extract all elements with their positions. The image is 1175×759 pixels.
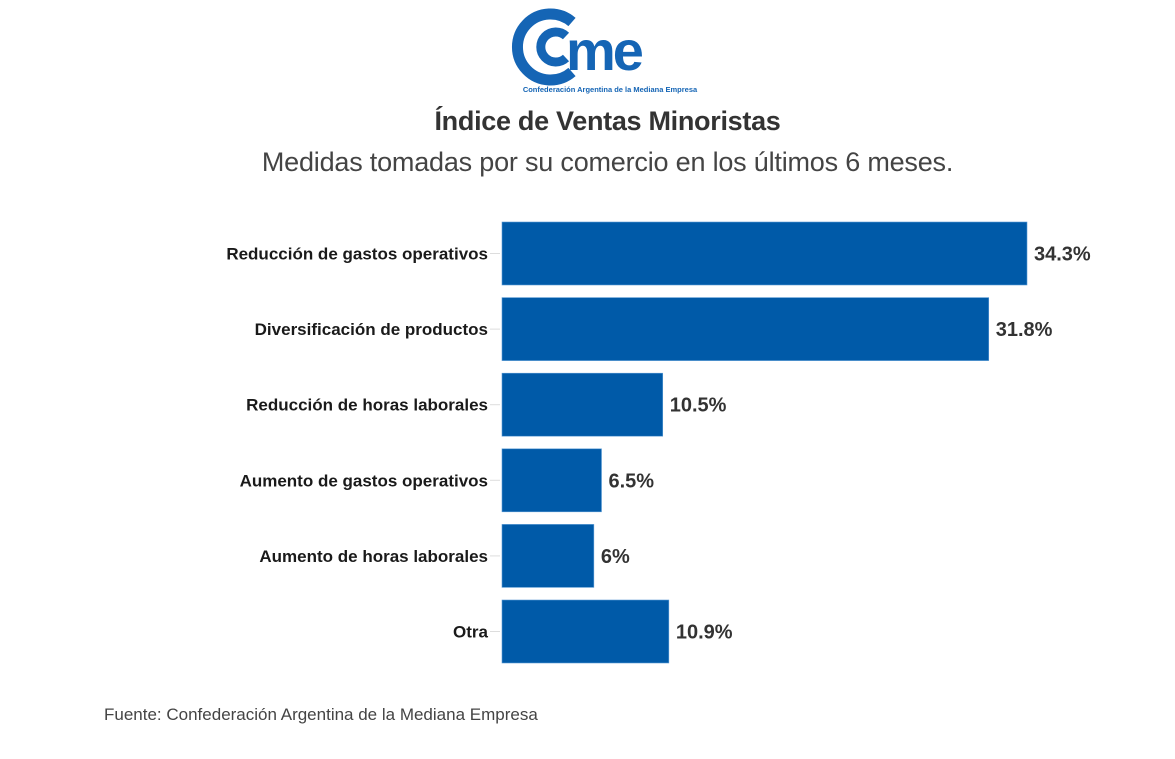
came-logo-mark: me <box>511 8 646 86</box>
logo-subtitle: Confederación Argentina de la Mediana Em… <box>522 85 698 94</box>
category-label: Otra <box>453 623 489 642</box>
bar-chart: Reducción de gastos operativos 34.3% Diver… <box>226 221 1091 664</box>
category-label: Reducción de gastos operativos <box>226 245 488 264</box>
category-label: Aumento de horas laborales <box>259 547 488 566</box>
category-label: Diversificación de productos <box>255 320 488 339</box>
came-logo: me Confederación Argentina de la Mediana… <box>500 8 720 98</box>
data-label: 31.8% <box>996 319 1053 341</box>
data-label: 10.9% <box>676 622 733 644</box>
bar <box>501 599 670 664</box>
bar <box>501 221 1028 286</box>
data-label: 10.5% <box>670 395 727 417</box>
bar <box>501 297 990 361</box>
bar <box>501 448 602 513</box>
chart-title: Índice de Ventas Minoristas <box>434 106 781 136</box>
bar <box>501 524 595 588</box>
bar <box>501 372 664 437</box>
category-label: Aumento de gastos operativos <box>240 471 488 490</box>
logo-wordmark: me <box>566 19 643 82</box>
category-label: Reducción de horas laborales <box>246 396 488 415</box>
data-label: 6% <box>601 546 630 568</box>
source-note: Fuente: Confederación Argentina de la Me… <box>104 705 538 724</box>
data-label: 6.5% <box>608 470 654 492</box>
data-label: 34.3% <box>1034 244 1091 266</box>
chart-subtitle: Medidas tomadas por su comercio en los ú… <box>261 147 954 177</box>
